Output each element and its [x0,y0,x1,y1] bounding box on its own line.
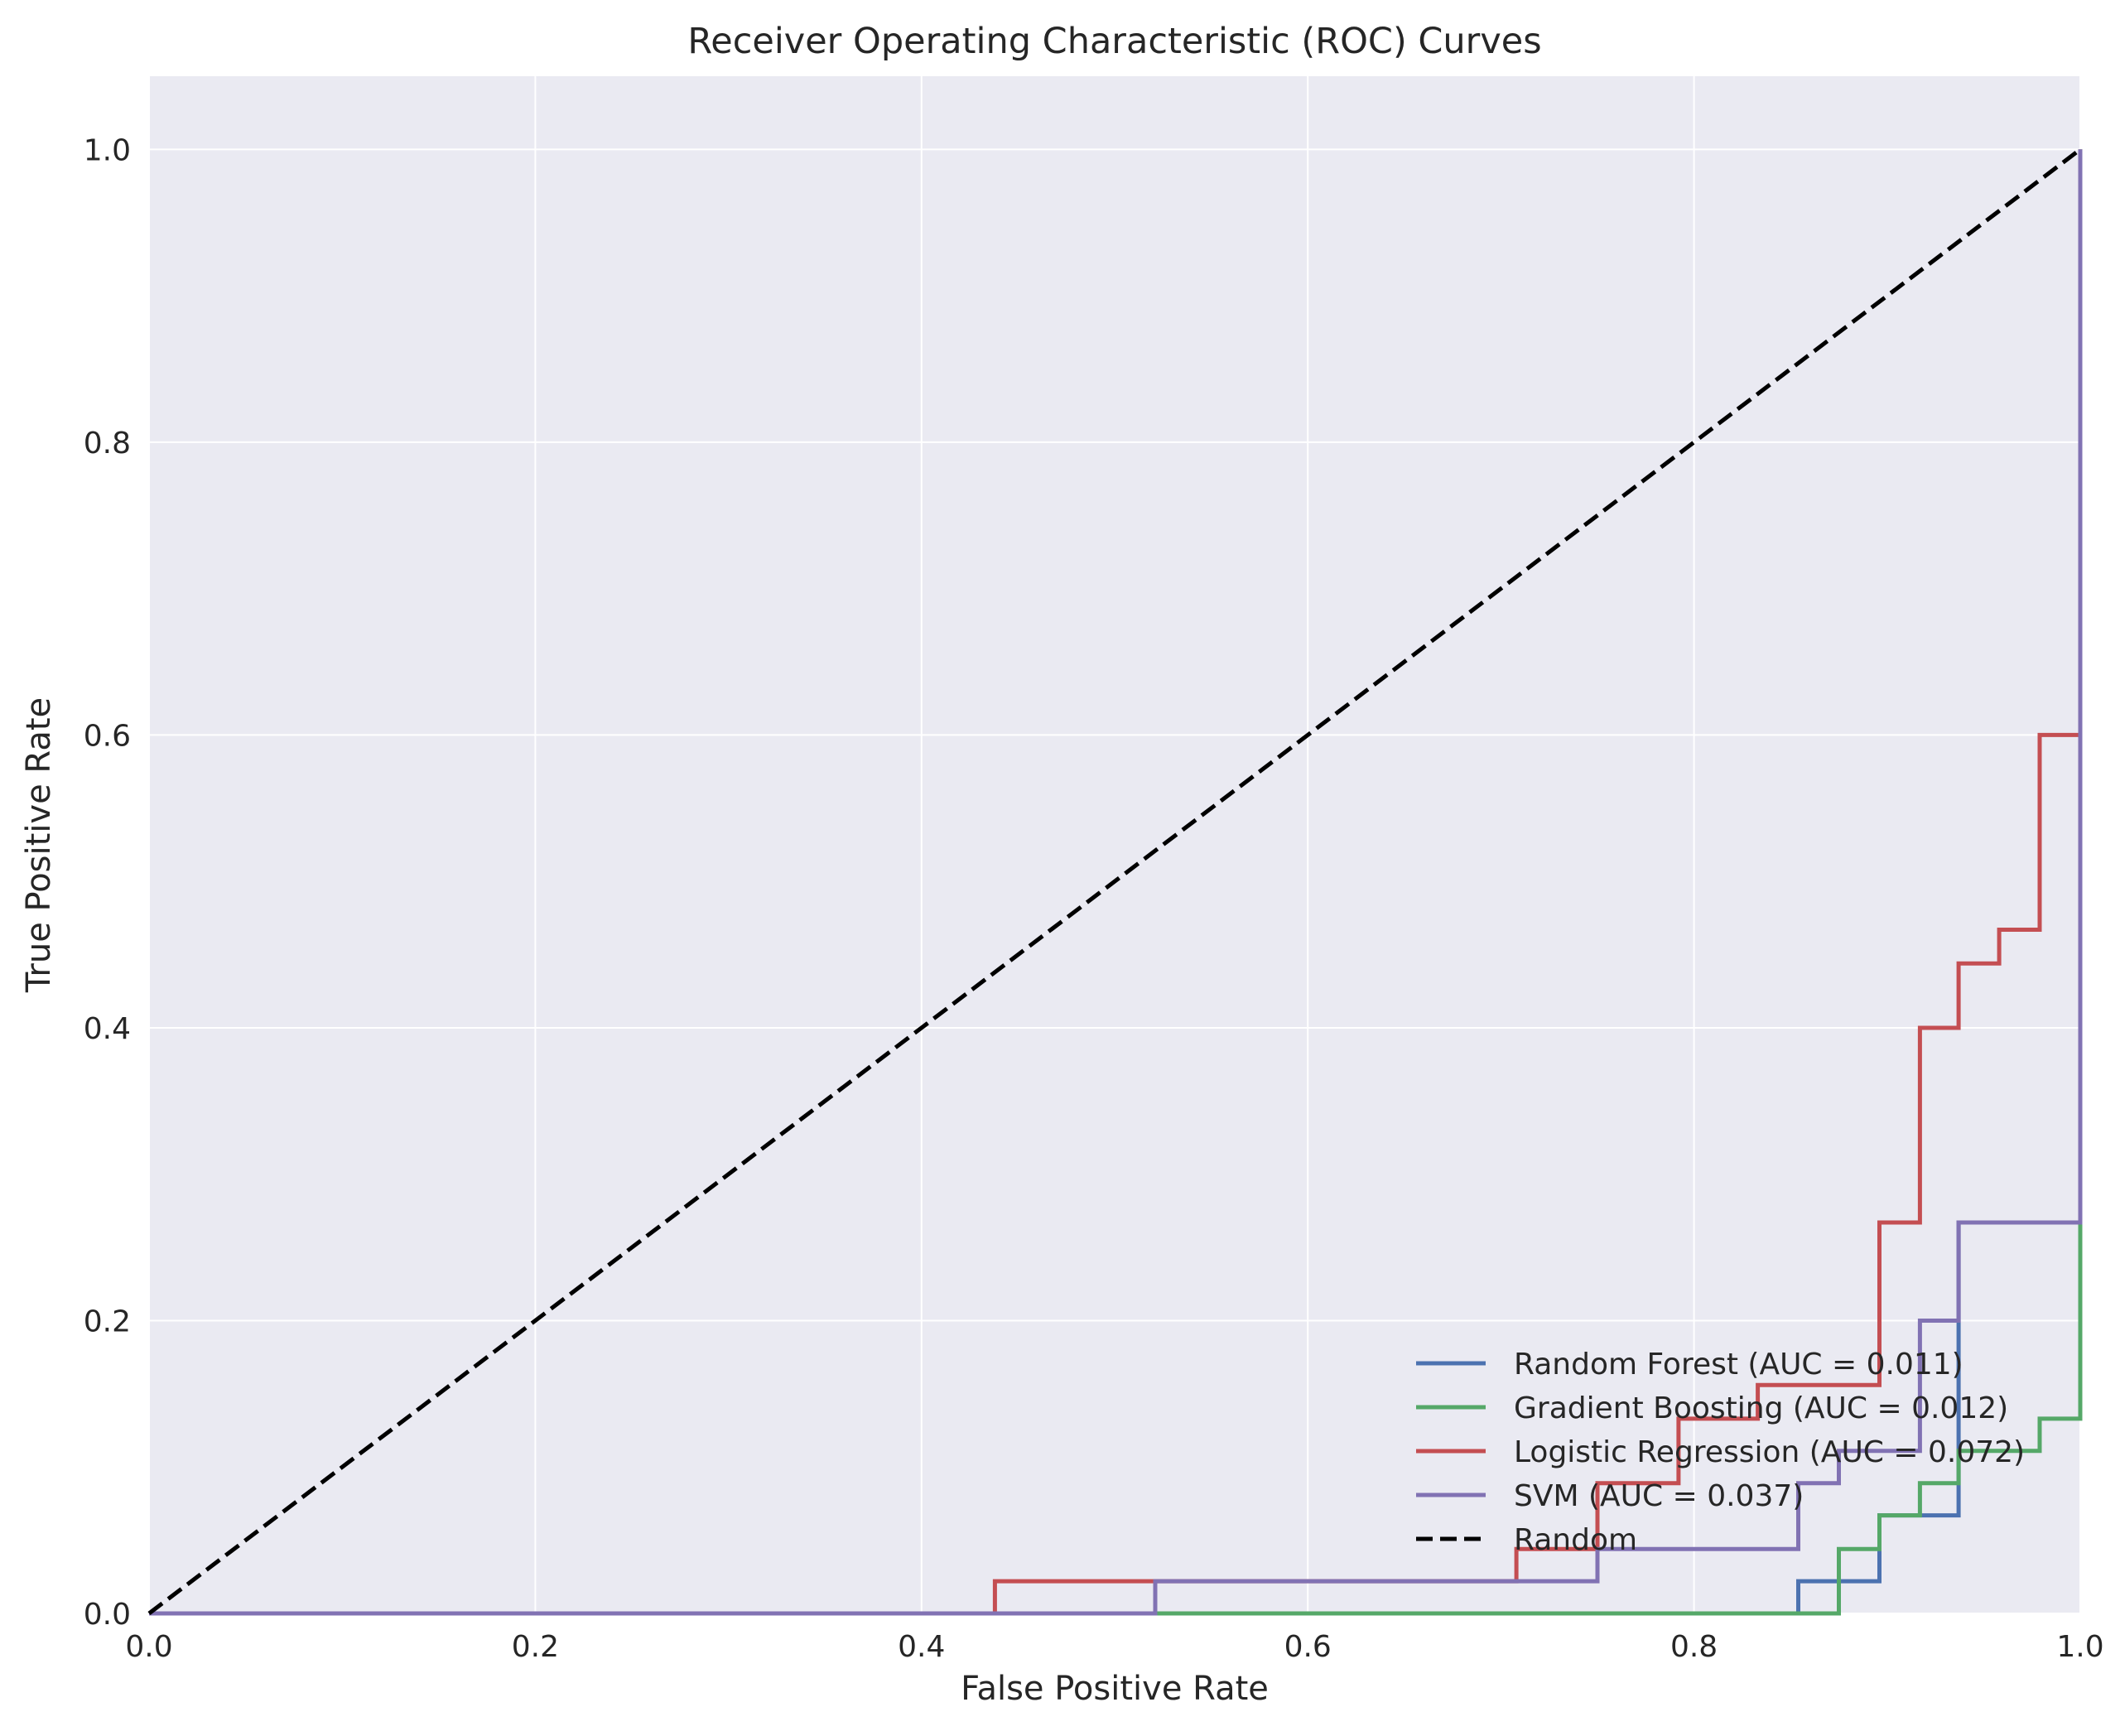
y-tick-label: 0.4 [84,1012,131,1046]
legend-label-0: Random Forest (AUC = 0.011) [1514,1348,1963,1382]
y-ticks: 0.0 0.2 0.4 0.6 0.8 1.0 [84,133,131,1632]
series-line-1 [149,149,2083,1616]
y-tick-label: 0.2 [84,1304,131,1338]
x-tick-label: 0.0 [125,1630,172,1664]
legend-label-1: Gradient Boosting (AUC = 0.012) [1514,1391,2008,1425]
y-tick-label: 0.6 [84,719,131,753]
x-tick-label: 0.4 [898,1630,945,1664]
legend-label-3: SVM (AUC = 0.037) [1514,1479,1804,1513]
y-tick-label: 0.0 [84,1598,131,1632]
x-tick-label: 0.6 [1284,1630,1332,1664]
x-tick-label: 0.2 [512,1630,559,1664]
x-tick-label: 1.0 [2056,1630,2103,1664]
legend: Random Forest (AUC = 0.011) Gradient Boos… [1416,1348,2025,1557]
y-tick-label: 0.8 [84,427,131,461]
series-line-4 [147,147,2082,1615]
plot-background [149,76,2080,1613]
series-line-3 [149,149,2083,1616]
x-ticks: 0.0 0.2 0.4 0.6 0.8 1.0 [125,1630,2103,1664]
y-tick-label: 1.0 [84,133,131,167]
series-lines [147,147,2083,1616]
series-line-2 [149,149,2083,1616]
chart-title: Receiver Operating Characteristic (ROC) … [687,21,1541,62]
legend-label-4: Random [1514,1523,1637,1557]
x-tick-label: 0.8 [1670,1630,1718,1664]
legend-label-2: Logistic Regression (AUC = 0.072) [1514,1435,2025,1469]
x-axis-label: False Positive Rate [961,1670,1269,1708]
y-axis-label: True Positive Rate [20,697,58,993]
